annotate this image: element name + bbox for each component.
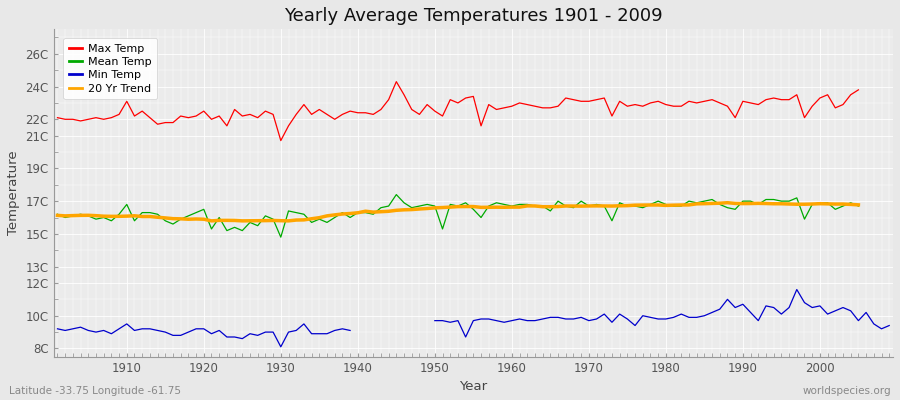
X-axis label: Year: Year	[459, 380, 488, 393]
Text: worldspecies.org: worldspecies.org	[803, 386, 891, 396]
Y-axis label: Temperature: Temperature	[7, 151, 20, 235]
Title: Yearly Average Temperatures 1901 - 2009: Yearly Average Temperatures 1901 - 2009	[284, 7, 662, 25]
Legend: Max Temp, Mean Temp, Min Temp, 20 Yr Trend: Max Temp, Mean Temp, Min Temp, 20 Yr Tre…	[63, 38, 157, 99]
Text: Latitude -33.75 Longitude -61.75: Latitude -33.75 Longitude -61.75	[9, 386, 181, 396]
